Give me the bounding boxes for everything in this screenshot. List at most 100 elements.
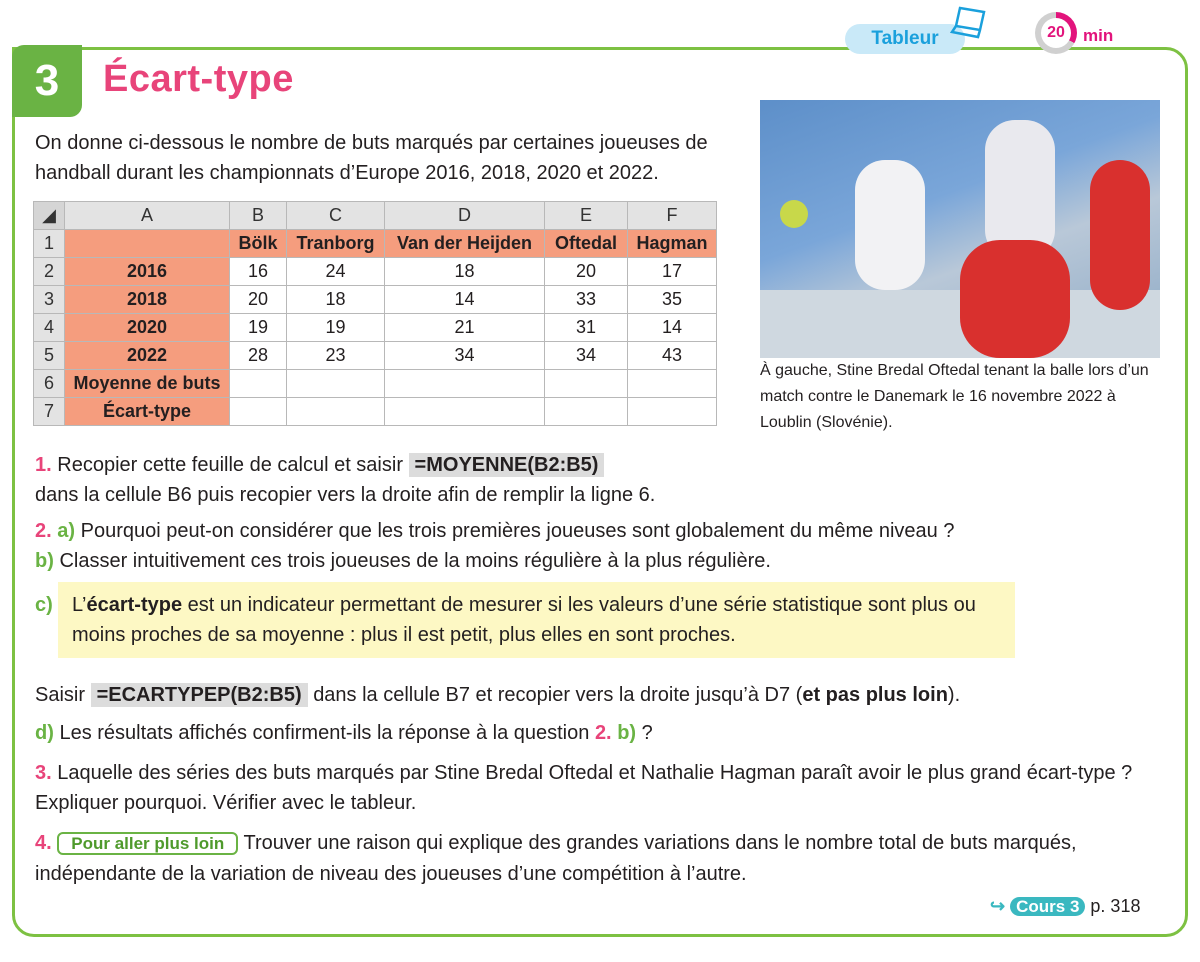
cell[interactable]: 21	[384, 313, 545, 342]
cell[interactable]: 17	[627, 257, 717, 286]
cell[interactable]: 31	[544, 313, 628, 342]
column-header[interactable]: A	[64, 201, 230, 230]
cell[interactable]: 35	[627, 285, 717, 314]
q2a-text: Pourquoi peut-on considérer que les troi…	[80, 520, 955, 542]
tableur-tag: Tableur	[845, 24, 965, 54]
cell[interactable]: 20	[229, 285, 287, 314]
row-header[interactable]: 4	[33, 313, 65, 342]
cell[interactable]: 2016	[64, 257, 230, 286]
formula-moyenne: =MOYENNE(B2:B5)	[408, 453, 605, 477]
cell[interactable]: 24	[286, 257, 385, 286]
q2d-end: ?	[636, 722, 653, 744]
cell[interactable]	[384, 397, 545, 426]
q2d-ref: b)	[617, 722, 637, 744]
column-header[interactable]: D	[384, 201, 545, 230]
row-header[interactable]: 1	[33, 229, 65, 258]
exercise-number: 3	[12, 45, 82, 117]
q3-text: Laquelle des séries des buts marqués par…	[35, 762, 1133, 814]
course-reference[interactable]: ↪ Cours 3 p. 318	[990, 893, 1140, 920]
laptop-icon	[950, 6, 986, 39]
cell[interactable]: Bölk	[229, 229, 287, 258]
cell[interactable]	[627, 397, 717, 426]
cell[interactable]: 2022	[64, 341, 230, 370]
cell[interactable]	[544, 369, 628, 398]
cell[interactable]	[286, 369, 385, 398]
cell[interactable]: Tranborg	[286, 229, 385, 258]
cell[interactable]	[384, 369, 545, 398]
cell[interactable]: 28	[229, 341, 287, 370]
question-2d: d) Les résultats affichés confirment-ils…	[35, 718, 1175, 748]
cell[interactable]: 18	[384, 257, 545, 286]
table-row: 7 Écart-type	[33, 397, 717, 426]
cell[interactable]	[229, 397, 287, 426]
q2c-text: L’écart-type est un indicateur permettan…	[72, 590, 992, 650]
cell[interactable]: 19	[286, 313, 385, 342]
exercise-frame	[12, 47, 1188, 937]
cell[interactable]: 34	[384, 341, 545, 370]
exercise-title: Écart-type	[103, 58, 294, 100]
column-header[interactable]: B	[229, 201, 287, 230]
cell[interactable]: Moyenne de buts	[64, 369, 230, 398]
formula-ecartype: =ECARTYPEP(B2:B5)	[90, 683, 308, 707]
cell[interactable]: 20	[544, 257, 628, 286]
row-header[interactable]: 7	[33, 397, 65, 426]
handball-photo	[760, 100, 1160, 358]
q2-number: 2.	[35, 520, 52, 542]
q2c-instruction: Saisir =ECARTYPEP(B2:B5) dans la cellule…	[35, 680, 1175, 710]
q2a-label: a)	[57, 520, 76, 542]
table-row: 6 Moyenne de buts	[33, 369, 717, 398]
cell[interactable]	[627, 369, 717, 398]
table-row: 5 2022 28 23 34 34 43	[33, 341, 717, 370]
cell[interactable]: 2018	[64, 285, 230, 314]
cell[interactable]	[544, 397, 628, 426]
cell[interactable]: 23	[286, 341, 385, 370]
cell[interactable]: 19	[229, 313, 287, 342]
table-row: 1 Bölk Tranborg Van der Heijden Oftedal Hagma…	[33, 229, 717, 258]
cell[interactable]: 14	[384, 285, 545, 314]
cell[interactable]: Écart-type	[64, 397, 230, 426]
row-header[interactable]: 6	[33, 369, 65, 398]
cell[interactable]: 34	[544, 341, 628, 370]
cell[interactable]	[229, 369, 287, 398]
cell[interactable]: Van der Heijden	[384, 229, 545, 258]
column-header[interactable]: E	[544, 201, 628, 230]
column-header[interactable]: F	[627, 201, 717, 230]
cell[interactable]: 18	[286, 285, 385, 314]
select-all-corner[interactable]: ◢	[33, 201, 65, 230]
table-row: 3 2018 20 18 14 33 35	[33, 285, 717, 314]
row-header[interactable]: 2	[33, 257, 65, 286]
cell[interactable]: 2020	[64, 313, 230, 342]
q2d-text: Les résultats affichés confirment-ils la…	[59, 722, 590, 744]
cell[interactable]	[286, 397, 385, 426]
instr-bold: et pas plus loin	[802, 684, 948, 706]
cell[interactable]: Oftedal	[544, 229, 628, 258]
table-row: 4 2020 19 19 21 31 14	[33, 313, 717, 342]
cell[interactable]: 43	[627, 341, 717, 370]
cell[interactable]: Hagman	[627, 229, 717, 258]
cell[interactable]: 33	[544, 285, 628, 314]
cell[interactable]	[64, 229, 230, 258]
cell[interactable]: 16	[229, 257, 287, 286]
intro-text: On donne ci-dessous le nombre de buts ma…	[35, 132, 708, 184]
row-header[interactable]: 5	[33, 341, 65, 370]
photo-caption: À gauche, Stine Bredal Oftedal tenant la…	[760, 362, 1149, 431]
q2c-label: c)	[35, 594, 53, 616]
arrow-icon: ↪	[990, 896, 1006, 916]
q1-text: Recopier cette feuille de calcul et sais…	[57, 454, 403, 476]
column-header[interactable]: C	[286, 201, 385, 230]
question-1: 1. Recopier cette feuille de calcul et s…	[35, 450, 1175, 510]
pour-aller-plus-loin-badge: Pour aller plus loin	[57, 832, 239, 855]
table-row: 2 2016 16 24 18 20 17	[33, 257, 717, 286]
row-header[interactable]: 3	[33, 285, 65, 314]
q2b-text: Classer intuitivement ces trois joueuses…	[59, 550, 771, 572]
cell[interactable]: 14	[627, 313, 717, 342]
cours-link[interactable]: Cours 3	[1010, 897, 1086, 916]
column-header-row: ◢ A B C D E F	[33, 201, 717, 230]
instr-text: ).	[947, 684, 961, 706]
question-4: 4. Pour aller plus loin Trouver une rais…	[35, 828, 1165, 889]
q2b-label: b)	[35, 550, 54, 572]
instr-text: dans la cellule B7 et recopier vers la d…	[313, 684, 803, 706]
timer-unit: min	[1083, 26, 1114, 45]
page-ref: p. 318	[1090, 896, 1141, 916]
timer-value: 20	[1041, 18, 1071, 48]
